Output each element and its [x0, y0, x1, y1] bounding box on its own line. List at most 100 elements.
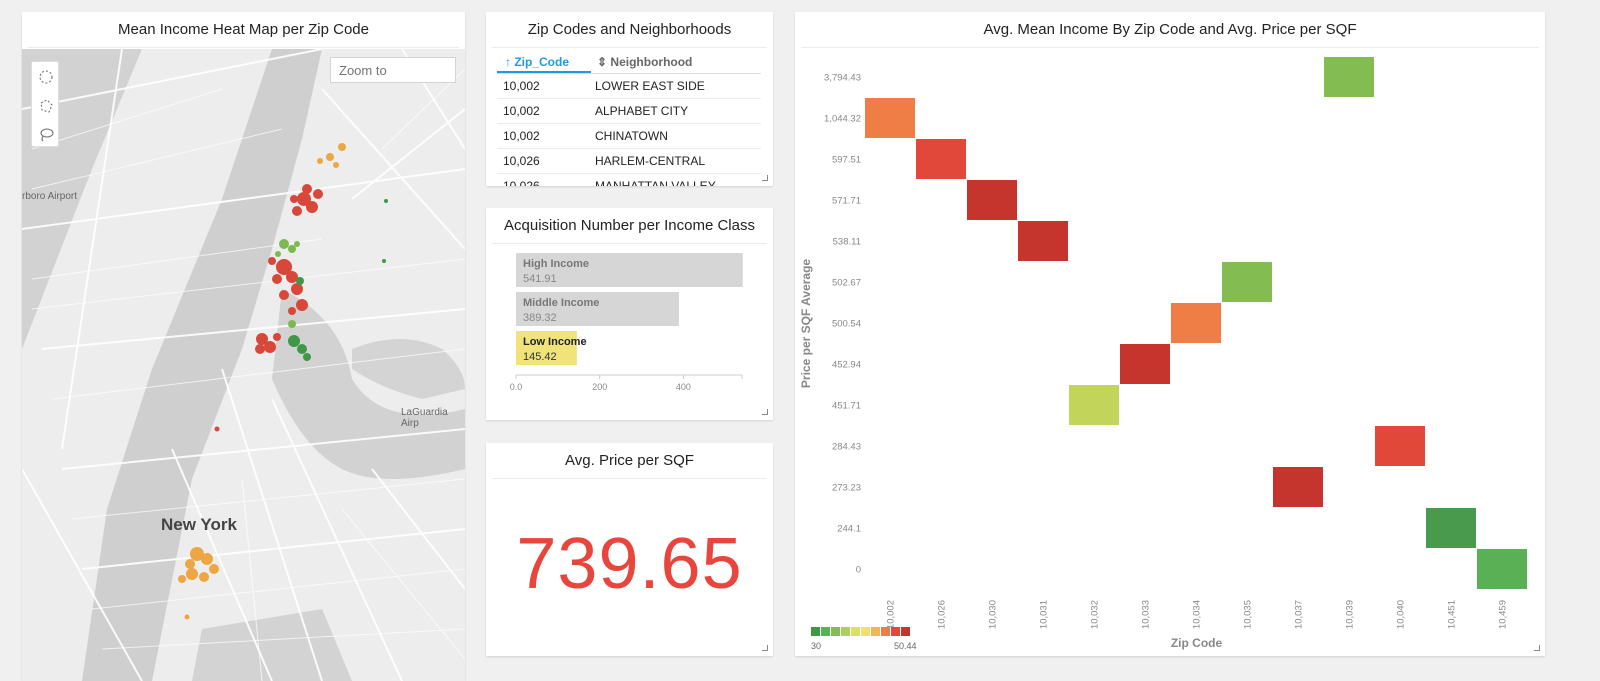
x-tick-label: 10,033: [1141, 600, 1152, 629]
x-tick-label: 10,451: [1447, 600, 1458, 629]
heatmap-title: Avg. Mean Income By Zip Code and Avg. Pr…: [801, 12, 1539, 48]
x-tick-label: 0.0: [510, 382, 523, 392]
lasso-select-icon[interactable]: [32, 120, 60, 149]
zoom-to-input[interactable]: [330, 57, 456, 83]
y-tick-label: 500.54: [832, 319, 861, 330]
sort-asc-icon: ↑: [505, 55, 511, 69]
x-tick-label: 10,037: [1294, 600, 1305, 629]
column-header-neighborhood[interactable]: ⇕ Neighborhood: [591, 50, 692, 73]
x-tick-label: 10,031: [1039, 600, 1050, 629]
circle-select-icon[interactable]: [32, 62, 60, 91]
table-row[interactable]: 10,002 CHINATOWN: [497, 124, 761, 149]
y-tick-label: 0: [856, 565, 861, 576]
legend-swatch: [841, 627, 850, 636]
column-label: Zip_Code: [514, 55, 570, 69]
y-tick-label: 284.43: [832, 442, 861, 453]
zip-table: ↑ Zip_Code ⇕ Neighborhood 10,002 LOWER EA…: [497, 50, 761, 186]
map-title: Mean Income Heat Map per Zip Code: [28, 12, 459, 48]
metric-title: Avg. Price per SQF: [492, 443, 767, 479]
income-bar[interactable]: [516, 331, 577, 365]
legend-swatch: [831, 627, 840, 636]
y-tick-label: 1,044.32: [824, 114, 861, 125]
neighborhood-cell: LOWER EAST SIDE: [595, 79, 705, 93]
legend-swatch: [881, 627, 890, 636]
table-row[interactable]: 10,026 MANHATTAN VALLEY: [497, 174, 761, 186]
heatmap-cell[interactable]: [1426, 508, 1476, 548]
legend-max-label: 50.44: [894, 641, 917, 651]
heatmap-cell[interactable]: [1018, 221, 1068, 261]
sort-icon: ⇕: [597, 55, 608, 69]
neighborhood-cell: MANHATTAN VALLEY: [595, 179, 716, 186]
y-tick-label: 3,794.43: [824, 73, 861, 84]
heatmap-cell[interactable]: [1375, 426, 1425, 466]
income-class-panel: Acquisition Number per Income Class High…: [486, 208, 773, 420]
heatmap-cell[interactable]: [1171, 303, 1221, 343]
resize-handle[interactable]: [762, 409, 768, 415]
x-tick-label: 400: [676, 382, 691, 392]
metric-value: 739.65: [516, 524, 743, 604]
legend-swatch: [901, 627, 910, 636]
heatmap-cell[interactable]: [1477, 549, 1527, 589]
x-tick-label: 10,026: [937, 600, 948, 629]
heatmap-cell[interactable]: [1222, 262, 1272, 302]
x-tick-label: 10,035: [1243, 600, 1254, 629]
y-tick-label: 244.1: [837, 524, 861, 535]
legend-swatch: [871, 627, 880, 636]
x-axis-label: Zip Code: [1171, 636, 1223, 650]
heatmap-cell[interactable]: [865, 98, 915, 138]
heatmap-cell[interactable]: [967, 180, 1017, 220]
map-panel: Mean Income Heat Map per Zip Code: [22, 12, 465, 681]
legend-swatch: [811, 627, 820, 636]
resize-handle[interactable]: [762, 645, 768, 651]
price-metric-panel: Avg. Price per SQF 739.65: [486, 443, 773, 656]
bar-category-label: Low Income: [523, 336, 587, 348]
table-row[interactable]: 10,002 ALPHABET CITY: [497, 99, 761, 124]
table-row[interactable]: 10,026 HARLEM-CENTRAL: [497, 149, 761, 174]
polygon-select-icon[interactable]: [32, 91, 60, 120]
zip-code-cell: 10,026: [503, 154, 540, 168]
airport-left-label: rboro Airport: [22, 191, 78, 202]
neighborhood-cell: HARLEM-CENTRAL: [595, 154, 706, 168]
heatmap-cell[interactable]: [1273, 467, 1323, 507]
zip-code-cell: 10,002: [503, 129, 540, 143]
legend-swatch: [821, 627, 830, 636]
y-tick-label: 452.94: [832, 360, 861, 371]
legend-min-label: 30: [811, 641, 821, 651]
heatmap-panel: Avg. Mean Income By Zip Code and Avg. Pr…: [795, 12, 1545, 656]
x-tick-label: 10,459: [1498, 600, 1509, 629]
x-tick-label: 200: [592, 382, 607, 392]
resize-handle[interactable]: [1534, 645, 1540, 651]
resize-handle[interactable]: [762, 175, 768, 181]
airport-right-label: LaGuardia Airp: [401, 407, 448, 429]
neighborhood-cell: CHINATOWN: [595, 129, 668, 143]
x-tick-label: 10,032: [1090, 600, 1101, 629]
bar-category-label: Middle Income: [523, 297, 599, 309]
bar-title: Acquisition Number per Income Class: [492, 208, 767, 244]
table-header: ↑ Zip_Code ⇕ Neighborhood: [497, 50, 761, 74]
x-tick-label: 10,039: [1345, 600, 1356, 629]
income-bar[interactable]: [516, 292, 679, 326]
bar-category-label: High Income: [523, 258, 589, 270]
column-label: Neighborhood: [610, 55, 693, 69]
income-bar[interactable]: [516, 253, 743, 287]
zip-table-panel: Zip Codes and Neighborhoods ↑ Zip_Code ⇕…: [486, 12, 773, 186]
x-tick-label: 10,002: [886, 600, 897, 629]
bar-value-label: 541.91: [523, 273, 557, 285]
heatmap-cell[interactable]: [1324, 57, 1374, 97]
bar-value-label: 145.42: [523, 351, 557, 363]
map-basemap[interactable]: [22, 49, 465, 681]
heatmap-cell[interactable]: [916, 139, 966, 179]
column-header-zip[interactable]: ↑ Zip_Code: [497, 50, 591, 73]
y-tick-label: 571.71: [832, 196, 861, 207]
y-tick-label: 273.23: [832, 483, 861, 494]
table-row[interactable]: 10,002 LOWER EAST SIDE: [497, 74, 761, 99]
heatmap-cell[interactable]: [1069, 385, 1119, 425]
y-tick-label: 502.67: [832, 278, 861, 289]
y-tick-label: 538.11: [833, 237, 861, 248]
table-title: Zip Codes and Neighborhoods: [492, 12, 767, 48]
heatmap-cell[interactable]: [1120, 344, 1170, 384]
bar-value-label: 389.32: [523, 312, 557, 324]
legend-swatch: [861, 627, 870, 636]
map-canvas[interactable]: rboro Airport LaGuardia Airp New York: [22, 49, 465, 681]
income-class-bar-chart: High Income 541.91 Middle Income 389.32 Low …: [510, 253, 743, 392]
